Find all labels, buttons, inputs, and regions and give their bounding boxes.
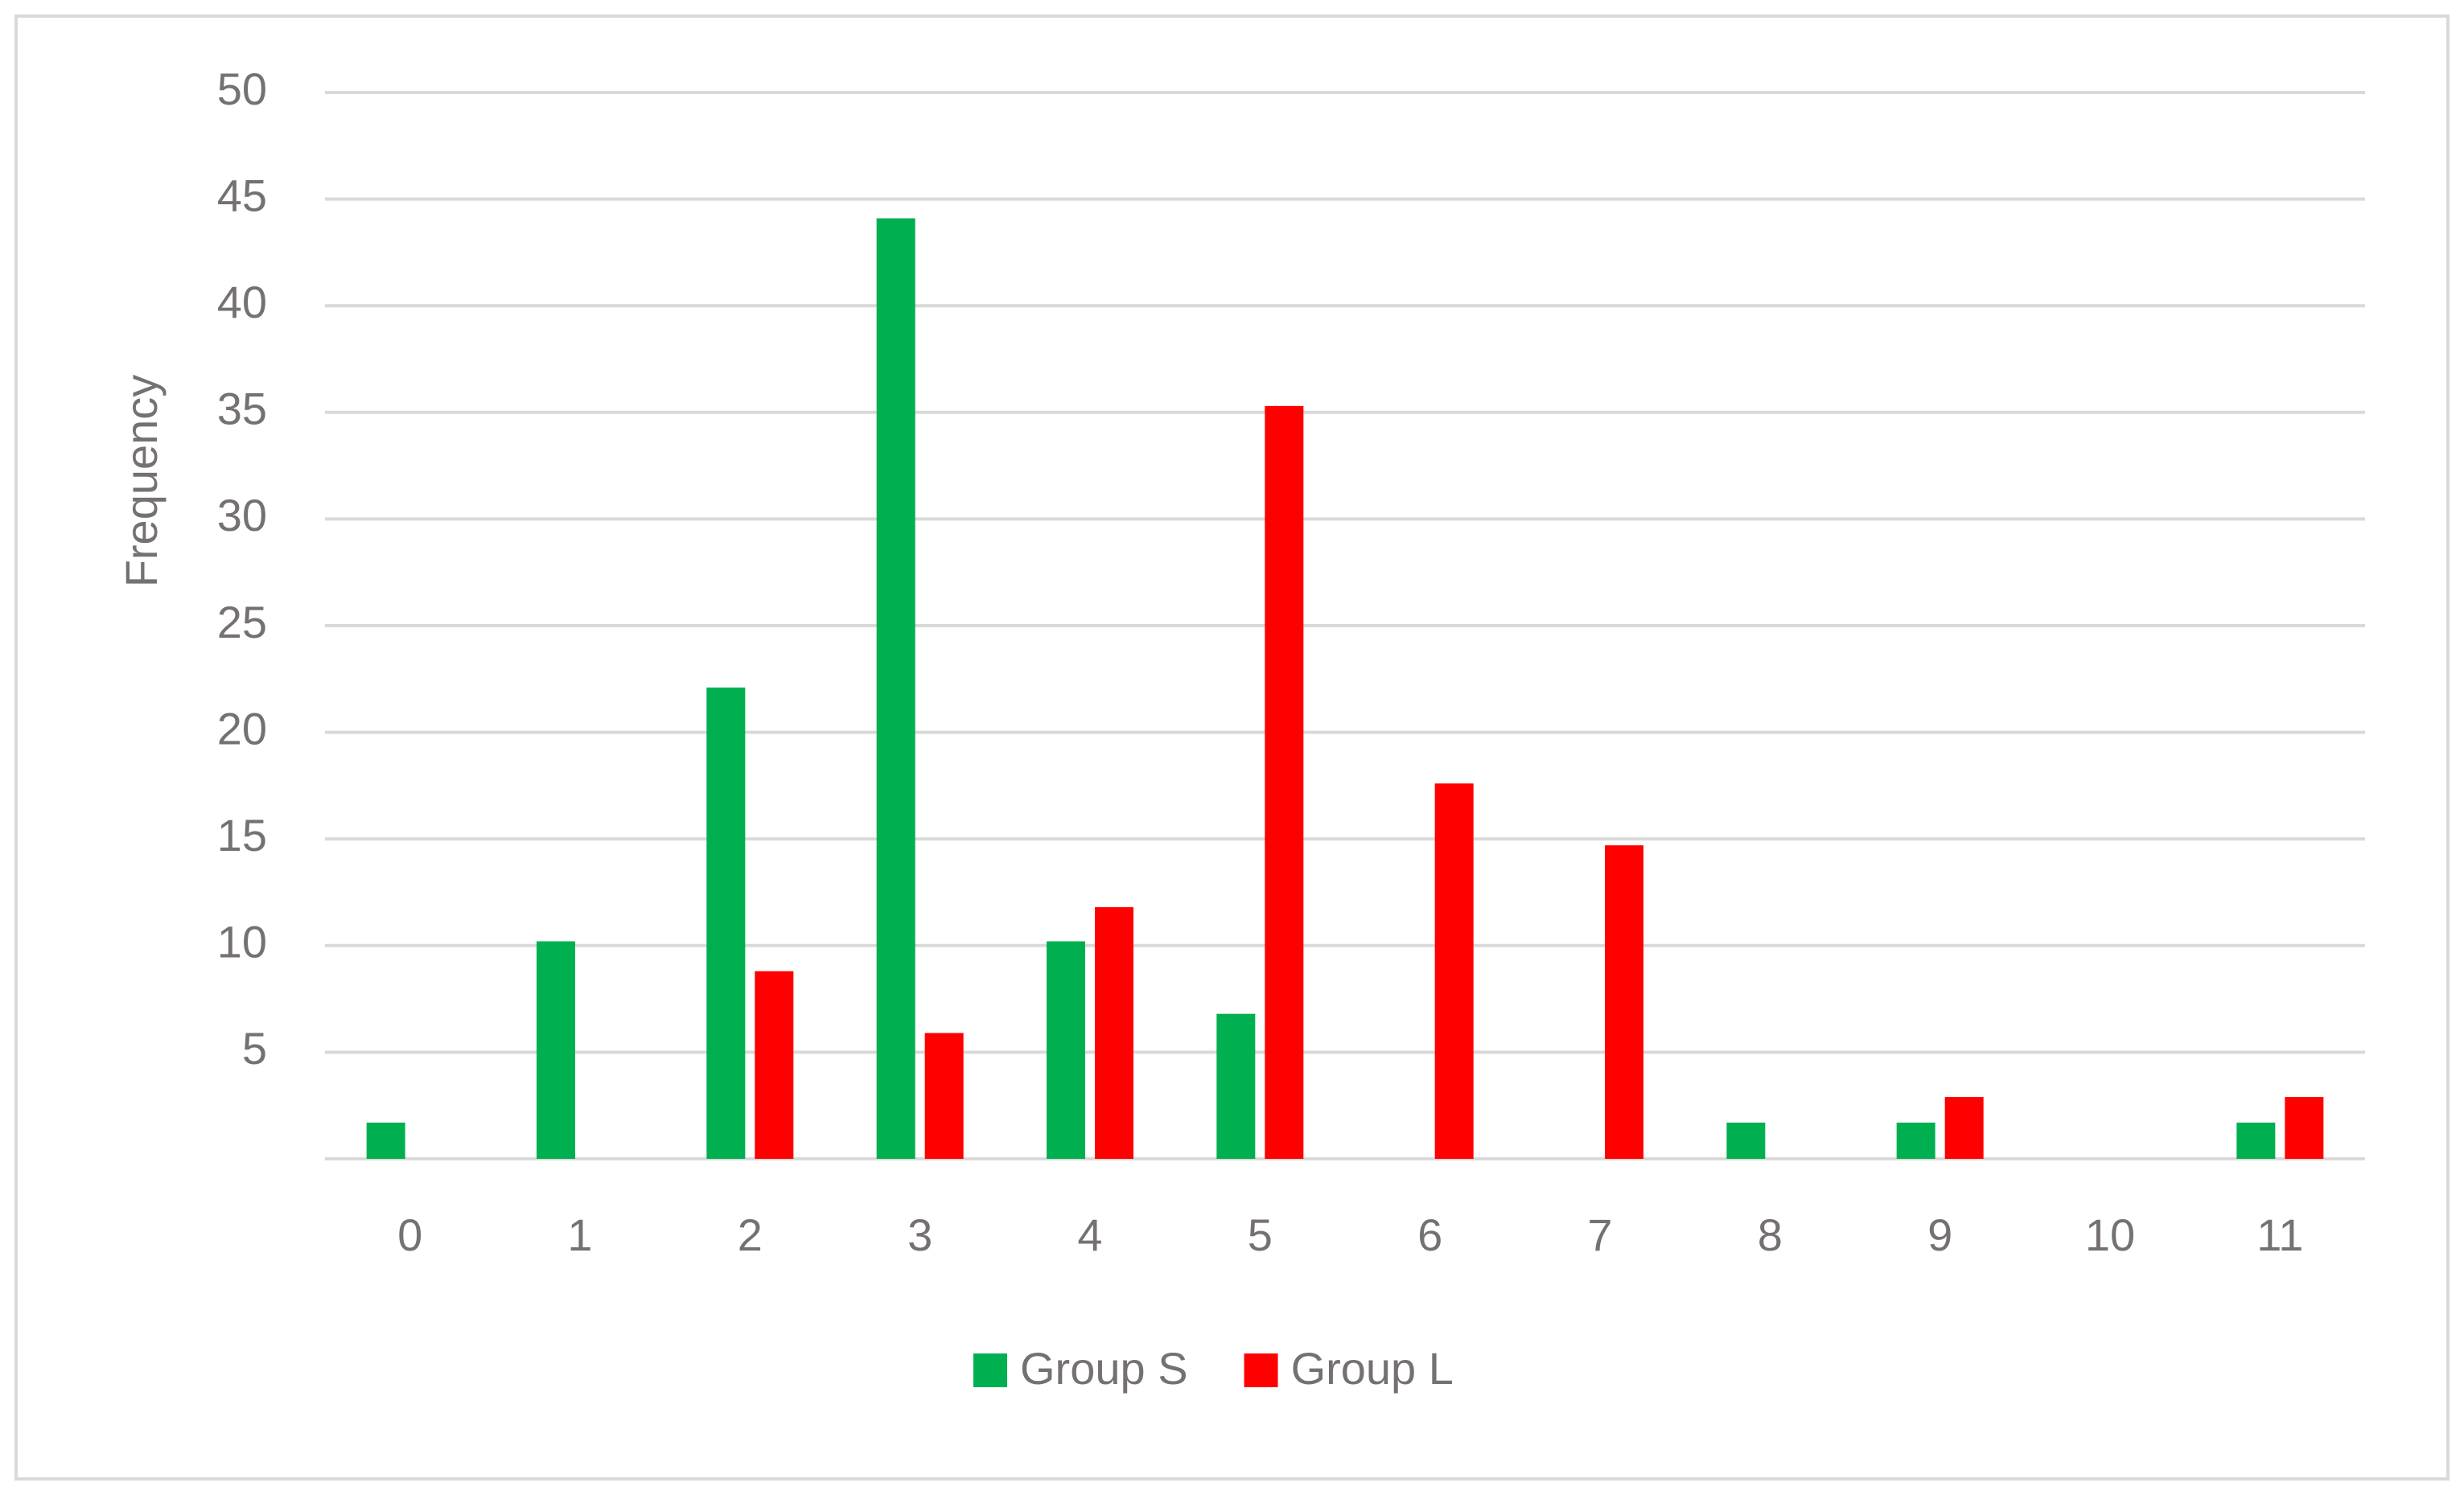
bar	[1216, 1013, 1256, 1159]
x-tick-label: 1	[567, 1210, 592, 1260]
x-tick-label: 8	[1758, 1210, 1783, 1260]
x-tick-label: 4	[1077, 1210, 1102, 1260]
bar	[1265, 405, 1304, 1159]
bar	[1896, 1122, 1935, 1159]
bar	[1095, 907, 1133, 1159]
y-tick-label: 25	[217, 597, 267, 647]
bar	[366, 1122, 405, 1159]
bar	[876, 218, 915, 1159]
x-tick-label: 10	[2085, 1210, 2135, 1260]
y-tick-label: 10	[217, 917, 267, 967]
bar	[2236, 1122, 2276, 1159]
y-tick-label: 45	[217, 170, 267, 220]
x-tick-label: 3	[907, 1210, 932, 1260]
y-tick-label: 30	[217, 490, 267, 540]
x-tick-label: 5	[1248, 1210, 1273, 1260]
bar	[1944, 1097, 1984, 1159]
y-axis-label: Frequency	[116, 375, 167, 588]
bar	[1605, 845, 1643, 1159]
x-tick-label: 7	[1587, 1210, 1612, 1260]
bar	[1726, 1122, 1766, 1159]
x-tick-label: 6	[1417, 1210, 1442, 1260]
y-tick-label: 35	[217, 384, 267, 434]
x-tick-label: 9	[1927, 1210, 1952, 1260]
legend-swatch	[1244, 1353, 1278, 1387]
bar	[924, 1033, 964, 1159]
legend-label: Group S	[1020, 1343, 1188, 1394]
bar	[755, 971, 794, 1159]
x-tick-label: 2	[738, 1210, 763, 1260]
y-tick-label: 50	[217, 64, 267, 114]
x-tick-label: 0	[397, 1210, 422, 1260]
chart-border	[14, 14, 2450, 1481]
x-tick-label: 11	[2256, 1210, 2303, 1260]
y-tick-label: 5	[242, 1023, 267, 1074]
y-tick-label: 40	[217, 277, 267, 327]
bar	[537, 941, 575, 1159]
bar	[2285, 1097, 2324, 1159]
bar	[1047, 941, 1085, 1159]
legend-swatch	[973, 1353, 1007, 1387]
bar	[1434, 783, 1474, 1159]
y-tick-label: 15	[217, 810, 267, 860]
bar	[706, 687, 746, 1159]
legend-label: Group L	[1291, 1343, 1454, 1394]
y-tick-label: 20	[217, 703, 267, 754]
